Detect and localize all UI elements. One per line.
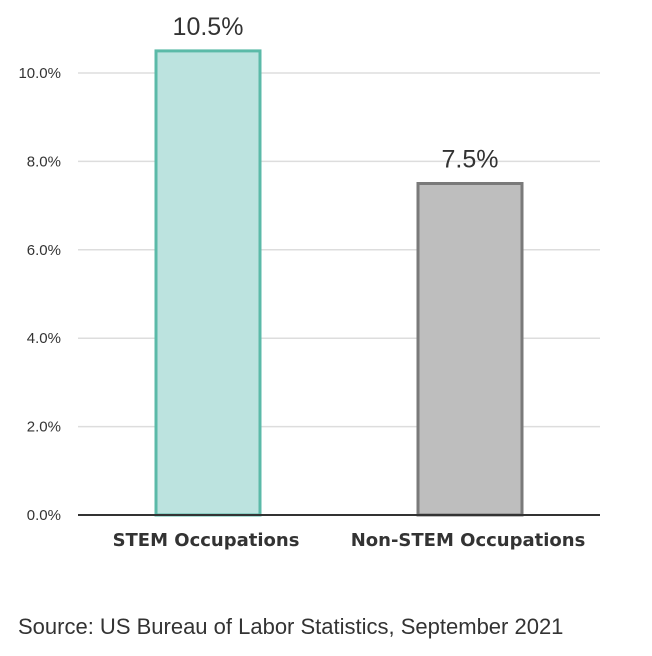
y-tick-label: 2.0% (27, 419, 61, 436)
source-note: Source: US Bureau of Labor Statistics, S… (18, 614, 564, 639)
data-labels: 10.5% 7.5% (173, 13, 499, 174)
bar-value-label: 10.5% (173, 13, 244, 41)
bar-chart: 0.0% 2.0% 4.0% 6.0% 8.0% 10.0% 10.5% 7.5% STEM… (18, 13, 600, 551)
bar (416, 182, 524, 517)
bars (154, 49, 524, 517)
category-label: Non-STEM Occupations (351, 530, 586, 551)
y-tick-label: 6.0% (27, 242, 61, 259)
category-label: STEM Occupations (113, 530, 300, 551)
y-tick-label: 0.0% (27, 507, 61, 524)
y-axis-tick-labels: 0.0% 2.0% 4.0% 6.0% 8.0% 10.0% (18, 65, 61, 524)
bar-value-label: 7.5% (442, 146, 499, 174)
y-tick-label: 10.0% (18, 65, 61, 82)
category-labels: STEM Occupations Non-STEM Occupations (113, 530, 586, 551)
bar (154, 49, 262, 517)
y-tick-label: 4.0% (27, 330, 61, 347)
y-tick-label: 8.0% (27, 153, 61, 170)
